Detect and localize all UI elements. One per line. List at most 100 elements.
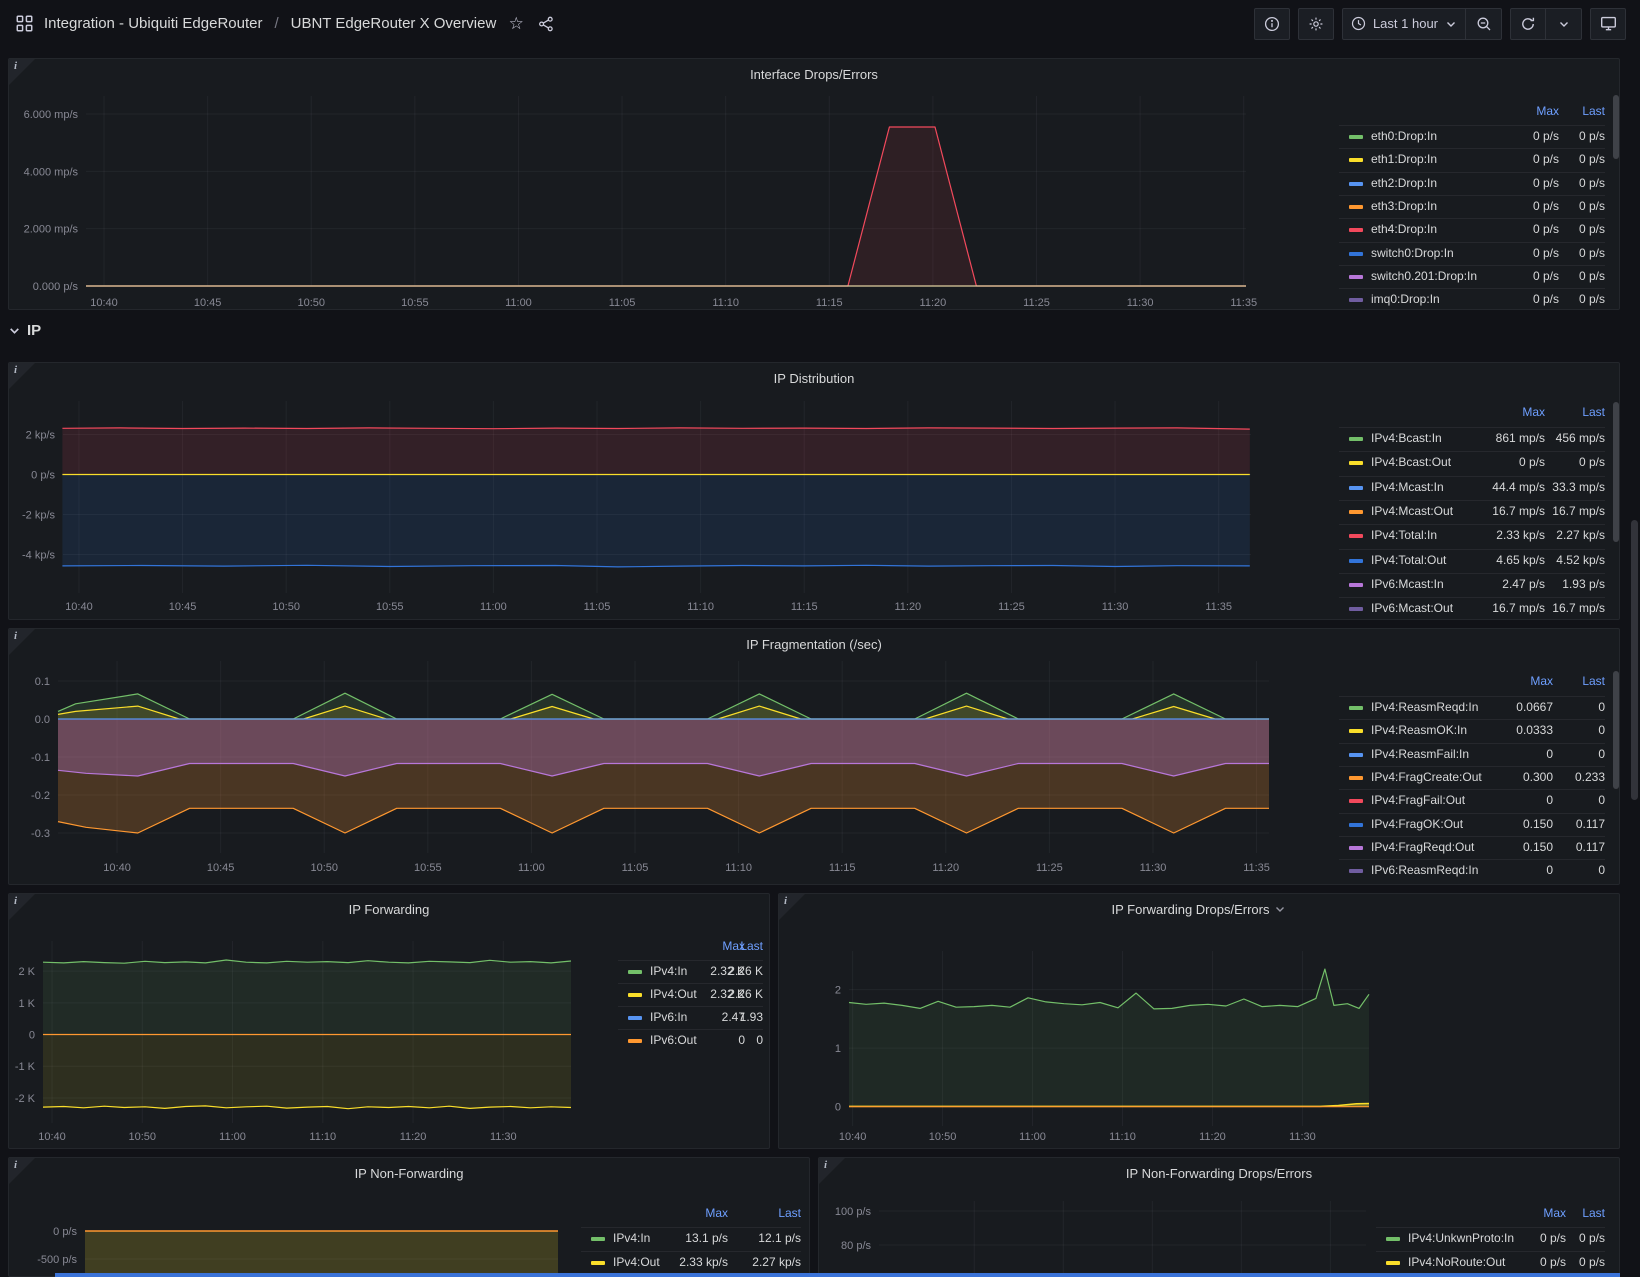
panel-info-icon[interactable] <box>9 59 35 85</box>
legend-series-label[interactable]: eth4:Drop:In <box>1371 222 1437 236</box>
x-tick-label: 10:45 <box>194 297 222 309</box>
page-title[interactable]: UBNT EdgeRouter X Overview <box>291 15 497 32</box>
panel-title[interactable]: IP Fragmentation (/sec) <box>9 629 1619 659</box>
dashboard-insights-button[interactable] <box>1254 8 1290 40</box>
x-tick-label: 11:05 <box>609 297 636 309</box>
y-tick-label: -4 kp/s <box>22 550 56 562</box>
legend-last-value: 0 <box>1513 863 1605 877</box>
legend-series-label[interactable]: IPv4:ReasmOK:In <box>1371 723 1467 737</box>
legend-sort-last[interactable]: Last <box>1513 104 1605 118</box>
legend-last-value: 456 mp/s <box>1513 431 1605 445</box>
info-letter-icon <box>14 895 17 907</box>
panel-title[interactable]: IP Distribution <box>9 363 1619 393</box>
legend-last-value: 0 p/s <box>1513 129 1605 143</box>
panel-title-text: Interface Drops/Errors <box>750 67 878 82</box>
page-scrollbar-thumb[interactable] <box>1631 520 1638 800</box>
legend-series-label[interactable]: IPv4:FragOK:Out <box>1371 817 1463 831</box>
panel-info-icon[interactable] <box>9 629 35 655</box>
legend-last-value: 0 <box>1513 700 1605 714</box>
refresh-interval-dropdown[interactable] <box>1546 8 1582 40</box>
x-tick-label: 10:45 <box>207 862 235 874</box>
y-tick-label: 4.000 mp/s <box>24 166 79 178</box>
panel-title[interactable]: Interface Drops/Errors <box>9 59 1619 89</box>
panel-title[interactable]: IP Non-Forwarding Drops/Errors <box>819 1158 1619 1188</box>
legend-sort-last[interactable]: Last <box>1513 674 1605 688</box>
panel-info-icon[interactable] <box>9 894 35 920</box>
star-icon[interactable]: ☆ <box>506 14 526 34</box>
legend-series-label[interactable]: IPv6:Mcast:In <box>1371 577 1444 591</box>
legend-series-label[interactable]: eth2:Drop:In <box>1371 176 1437 190</box>
apps-grid-icon[interactable] <box>14 14 34 34</box>
legend-series-label[interactable]: IPv6:Mcast:Out <box>1371 601 1453 615</box>
legend-row: IPv4:ReasmReqd:In0.06670 <box>1339 696 1605 719</box>
refresh-button[interactable] <box>1510 8 1546 40</box>
legend-row: eth0:Drop:In0 p/s0 p/s <box>1339 125 1605 148</box>
legend-last-value: 16.7 mp/s <box>1513 504 1605 518</box>
legend-sort-last[interactable]: Last <box>671 939 763 953</box>
legend-series-label[interactable]: eth1:Drop:In <box>1371 152 1437 166</box>
panel-ip-distribution: IP Distribution2 kp/s0 p/s-2 kp/s-4 kp/s… <box>8 362 1620 620</box>
settings-gear-icon <box>1308 16 1324 32</box>
legend-row: IPv4:Out2.33 kp/s2.27 kp/s <box>581 1251 801 1274</box>
legend-series-label[interactable]: IPv4:ReasmFail:In <box>1371 747 1469 761</box>
legend-series-label[interactable]: IPv4:Mcast:In <box>1371 480 1444 494</box>
time-range-picker[interactable]: Last 1 hour <box>1342 8 1466 40</box>
legend-last-value: 0 p/s <box>1513 1255 1605 1269</box>
legend-series-label[interactable]: switch0:Drop:In <box>1371 246 1454 260</box>
section-row-ip[interactable]: IP <box>8 316 41 344</box>
legend-series-swatch <box>591 1261 605 1265</box>
legend-last-value: 2.26 K <box>671 964 763 978</box>
legend-last-value: 0 <box>1513 793 1605 807</box>
legend-scrollbar-thumb[interactable] <box>1613 671 1619 789</box>
panel-ip-forwarding-drops-errors: IP Forwarding Drops/Errors21010:4010:501… <box>778 893 1620 1149</box>
legend-series-label[interactable]: imq0:Drop:In <box>1371 292 1440 306</box>
legend-series-label[interactable]: IPv4:FragReqd:Out <box>1371 840 1474 854</box>
panel-ip-forwarding: IP Forwarding2 K1 K0-1 K-2 K10:4010:5011… <box>8 893 770 1149</box>
panel-title[interactable]: IP Forwarding Drops/Errors <box>779 894 1619 924</box>
panel-info-icon[interactable] <box>9 1158 35 1184</box>
x-tick-label: 11:00 <box>518 862 545 874</box>
legend-scrollbar-thumb[interactable] <box>1613 402 1619 542</box>
x-tick-label: 10:40 <box>38 1131 66 1143</box>
zoom-out-time-button[interactable] <box>1466 8 1502 40</box>
legend-row: IPv4:In2.32 K2.26 K <box>618 960 763 983</box>
legend-series-label[interactable]: IPv4:Total:In <box>1371 528 1437 542</box>
panel-title[interactable]: IP Forwarding <box>9 894 769 924</box>
chart-ip-forwarding-drops-errors[interactable]: 21010:4010:5011:0011:1011:2011:30 <box>779 894 1620 1149</box>
horizontal-scrollbar[interactable] <box>55 1273 1620 1277</box>
share-icon[interactable] <box>536 14 556 34</box>
panel-title[interactable]: IP Non-Forwarding <box>9 1158 809 1188</box>
legend-scrollbar-thumb[interactable] <box>1613 95 1619 159</box>
legend-sort-last[interactable]: Last <box>709 1206 801 1220</box>
dashboard-settings-button[interactable] <box>1298 8 1334 40</box>
legend-series-swatch <box>1349 559 1363 563</box>
gridlines <box>879 1201 1366 1277</box>
legend-header: MaxLast <box>618 936 763 959</box>
panel-title-text: IP Fragmentation (/sec) <box>746 637 882 652</box>
series-fill-ipv4-reasmreqd-in <box>58 693 1269 719</box>
legend-row: IPv4:Total:Out4.65 kp/s4.52 kp/s <box>1339 549 1605 572</box>
legend-series-label[interactable]: IPv4:Mcast:Out <box>1371 504 1453 518</box>
legend-series-label[interactable]: eth3:Drop:In <box>1371 199 1437 213</box>
legend-series-label[interactable]: IPv4:FragFail:Out <box>1371 793 1465 807</box>
x-tick-label: 11:35 <box>1205 601 1232 613</box>
breadcrumb-folder[interactable]: Integration - Ubiquiti EdgeRouter <box>44 15 262 32</box>
series-fill-ipv4-total-out <box>62 475 1249 567</box>
x-tick-label: 11:10 <box>712 297 739 309</box>
panel-info-icon[interactable] <box>779 894 805 920</box>
legend-series-label[interactable]: eth0:Drop:In <box>1371 129 1437 143</box>
panel-info-icon[interactable] <box>819 1158 845 1184</box>
legend-sort-last[interactable]: Last <box>1513 405 1605 419</box>
y-tick-label: -0.2 <box>31 790 50 802</box>
legend-series-swatch <box>1349 869 1363 873</box>
panel-info-icon[interactable] <box>9 363 35 389</box>
legend-series-label[interactable]: IPv4:Bcast:Out <box>1371 455 1451 469</box>
legend-sort-last[interactable]: Last <box>1513 1206 1605 1220</box>
kiosk-mode-button[interactable] <box>1590 8 1626 40</box>
legend-series-label[interactable]: IPv4:Bcast:In <box>1371 431 1442 445</box>
legend-series-label[interactable]: switch0.201:Drop:In <box>1371 269 1477 283</box>
legend-last-value: 0.117 <box>1513 817 1605 831</box>
legend-series-swatch <box>1349 729 1363 733</box>
y-tick-label: 1 K <box>18 998 35 1010</box>
legend-series-label[interactable]: IPv4:Total:Out <box>1371 553 1446 567</box>
